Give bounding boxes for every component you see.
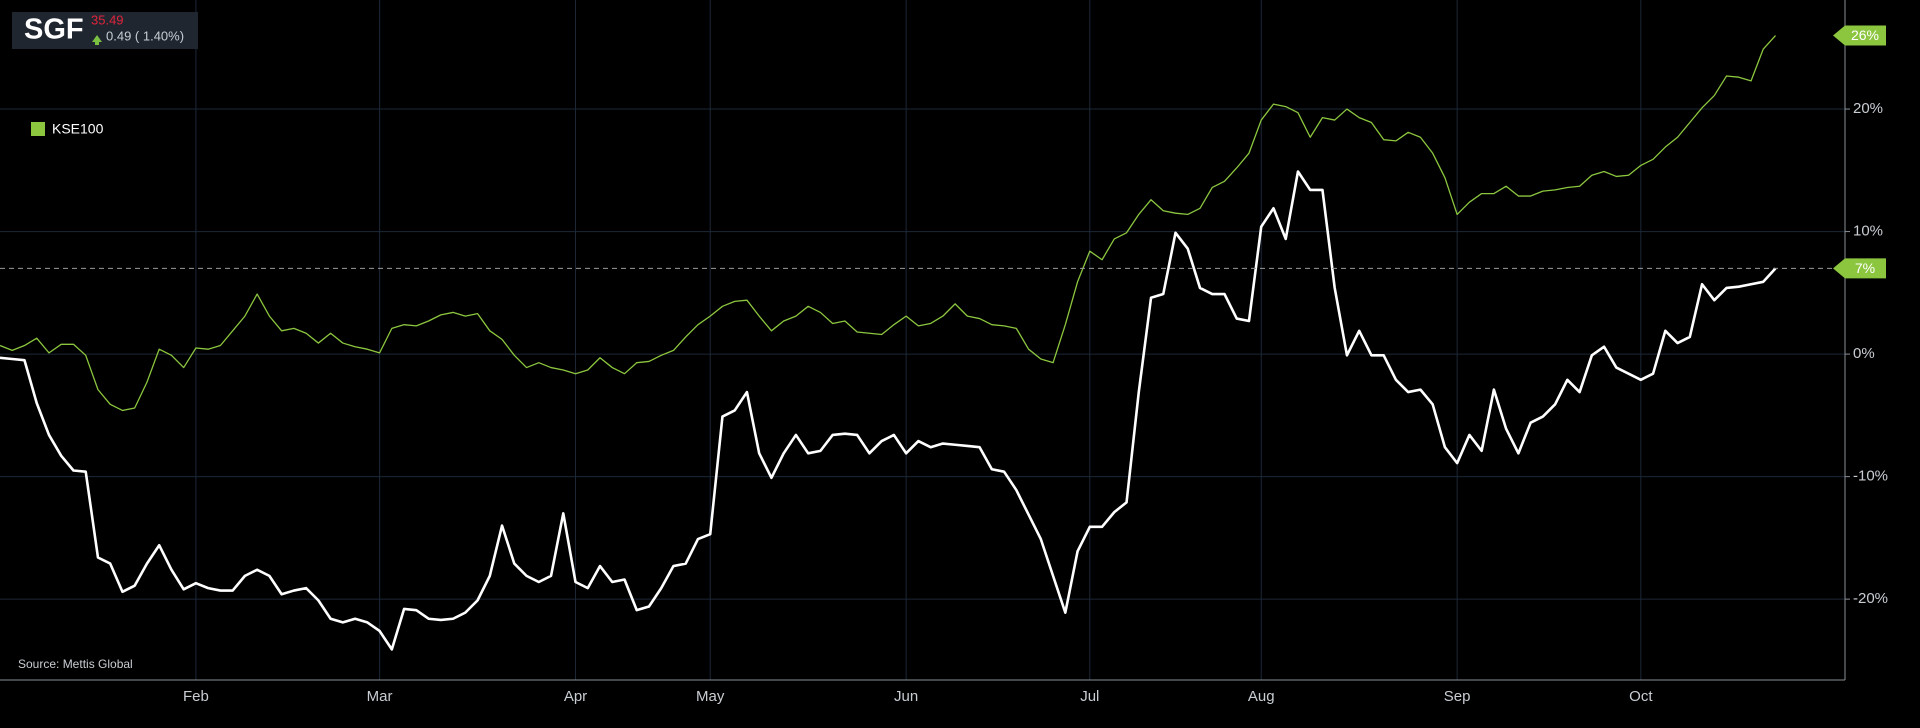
x-tick-label: Jul (1080, 688, 1099, 705)
y-tick-label: 20% (1853, 100, 1883, 117)
price: 35.49 (91, 12, 124, 27)
change: 0.49 ( 1.40%) (106, 28, 184, 43)
legend-swatch (31, 122, 45, 136)
labels: -20% -10% 0% 10% 20% Feb Mar Apr May Jun Jul Aug Sep… (31, 25, 1888, 705)
up-arrow (92, 35, 102, 45)
ticker: SGF (24, 14, 84, 46)
x-tick-label: Sep (1444, 688, 1471, 705)
x-tick-label: Mar (367, 688, 393, 705)
series-line (0, 170, 1777, 651)
y-tick-label: 10% (1853, 223, 1883, 240)
source: Source: Mettis Global (18, 657, 133, 671)
value-tag-label: 26% (1851, 27, 1879, 43)
y-tick-label: 0% (1853, 345, 1875, 362)
plot (0, 35, 1845, 651)
grid (0, 0, 1845, 680)
x-tick-label: Oct (1629, 688, 1653, 705)
ticker-badge (12, 12, 198, 49)
x-tick-label: Jun (894, 688, 918, 705)
value-tag (1833, 25, 1886, 46)
value-tag-label: 7% (1855, 260, 1875, 276)
x-tick-label: May (696, 688, 725, 705)
legend-label: KSE100 (52, 121, 104, 137)
x-tick-label: Feb (183, 688, 209, 705)
x-tick-label: Apr (564, 688, 587, 705)
value-tag (1833, 258, 1886, 279)
y-tick-label: -20% (1853, 590, 1888, 607)
series-line (0, 35, 1777, 412)
y-tick-label: -10% (1853, 468, 1888, 485)
x-tick-label: Aug (1248, 688, 1275, 705)
